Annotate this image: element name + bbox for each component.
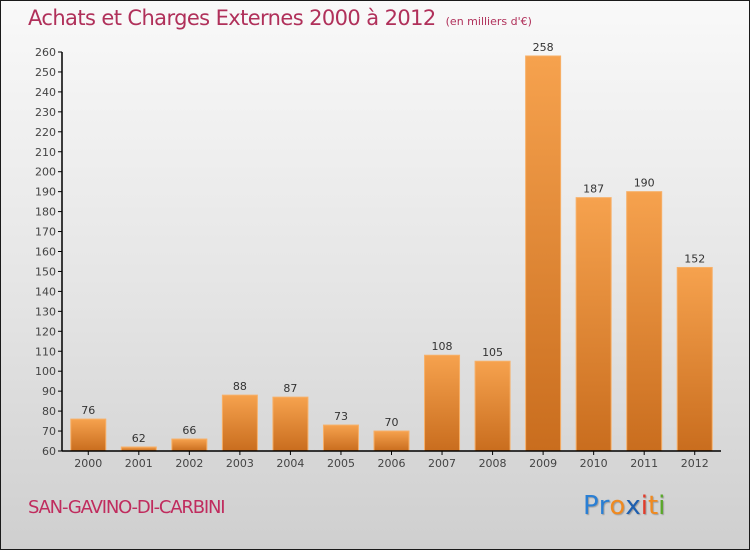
y-tick-label: 70 [42, 425, 56, 438]
chart-unit: (en milliers d'€) [445, 15, 532, 28]
bar-value-label: 73 [334, 410, 348, 423]
x-tick-label: 2007 [428, 457, 456, 470]
y-tick-label: 180 [35, 206, 56, 219]
bar-value-label: 258 [533, 41, 554, 54]
bar-2010 [575, 197, 612, 452]
bar-2004 [272, 396, 309, 452]
proxiti-logo: Proxiti [583, 491, 665, 521]
bar-value-label: 66 [182, 424, 196, 437]
x-axis: 2000 2001 2002 2003 2004 2005 2006 2007 2008 2009… [62, 450, 721, 470]
y-tick-label: 250 [35, 66, 56, 79]
y-tick-label: 220 [35, 126, 56, 139]
y-tick-label: 100 [35, 365, 56, 378]
y-tick-label: 210 [35, 146, 56, 159]
bar-2006 [373, 430, 410, 452]
x-tick-label: 2000 [74, 457, 102, 470]
y-tick-label: 60 [42, 445, 56, 458]
logo-letter: P [583, 491, 599, 521]
bar-2007 [424, 354, 461, 452]
bar-value-label: 190 [634, 177, 655, 190]
bar-2009 [525, 55, 562, 452]
bar-value-label: 152 [684, 252, 705, 265]
y-tick-label: 130 [35, 305, 56, 318]
x-tick-label: 2001 [125, 457, 153, 470]
x-tick-label: 2003 [226, 457, 254, 470]
bar-value-label: 87 [283, 382, 297, 395]
x-tick-label: 2008 [479, 457, 507, 470]
x-tick-label: 2009 [529, 457, 557, 470]
bar-value-label: 187 [583, 183, 604, 196]
y-axis: 60 70 80 90 100 110 120 130 140 150 160 170 180 190 20… [35, 46, 63, 458]
bar-value-label: 105 [482, 346, 503, 359]
logo-letter: o [609, 491, 626, 521]
bar-value-label: 108 [432, 340, 453, 353]
x-tick-label: 2012 [681, 457, 709, 470]
bars-group: 76 62 66 88 87 73 70 108 105 258 187 190 152 [70, 41, 713, 452]
y-tick-label: 120 [35, 325, 56, 338]
bar-2000 [70, 418, 107, 452]
chart-title-text: Achats et Charges Externes 2000 à 2012 [28, 6, 436, 30]
bar-2005 [322, 424, 359, 452]
bar-value-label: 70 [385, 416, 399, 429]
y-tick-label: 140 [35, 285, 56, 298]
x-tick-label: 2004 [276, 457, 304, 470]
city-name: SAN-GAVINO-DI-CARBINI [28, 497, 226, 518]
y-tick-label: 260 [35, 46, 56, 59]
chart-title: Achats et Charges Externes 2000 à 2012 (e… [28, 6, 532, 30]
x-tick-label: 2010 [580, 457, 608, 470]
y-tick-label: 90 [42, 385, 56, 398]
bar-value-label: 76 [81, 404, 95, 417]
y-tick-label: 160 [35, 246, 56, 259]
y-tick-label: 200 [35, 166, 56, 179]
x-tick-label: 2011 [630, 457, 658, 470]
bar-2011 [626, 191, 663, 452]
bar-2012 [676, 266, 713, 452]
logo-letter: t [647, 491, 659, 521]
y-tick-label: 190 [35, 186, 56, 199]
logo-letter: i [658, 491, 666, 521]
y-tick-label: 110 [35, 345, 56, 358]
logo-letter: r [598, 491, 610, 521]
y-tick-label: 170 [35, 226, 56, 239]
x-tick-label: 2002 [175, 457, 203, 470]
bar-2003 [221, 394, 258, 452]
x-tick-label: 2006 [378, 457, 406, 470]
bar-2002 [171, 438, 208, 452]
bar-value-label: 88 [233, 380, 247, 393]
y-tick-label: 240 [35, 86, 56, 99]
y-tick-label: 80 [42, 405, 56, 418]
x-tick-label: 2005 [327, 457, 355, 470]
y-tick-label: 230 [35, 106, 56, 119]
logo-letter: x [625, 491, 641, 521]
bar-2008 [474, 360, 511, 452]
y-tick-label: 150 [35, 265, 56, 278]
bar-value-label: 62 [132, 432, 146, 445]
logo-letter: i [640, 491, 648, 521]
